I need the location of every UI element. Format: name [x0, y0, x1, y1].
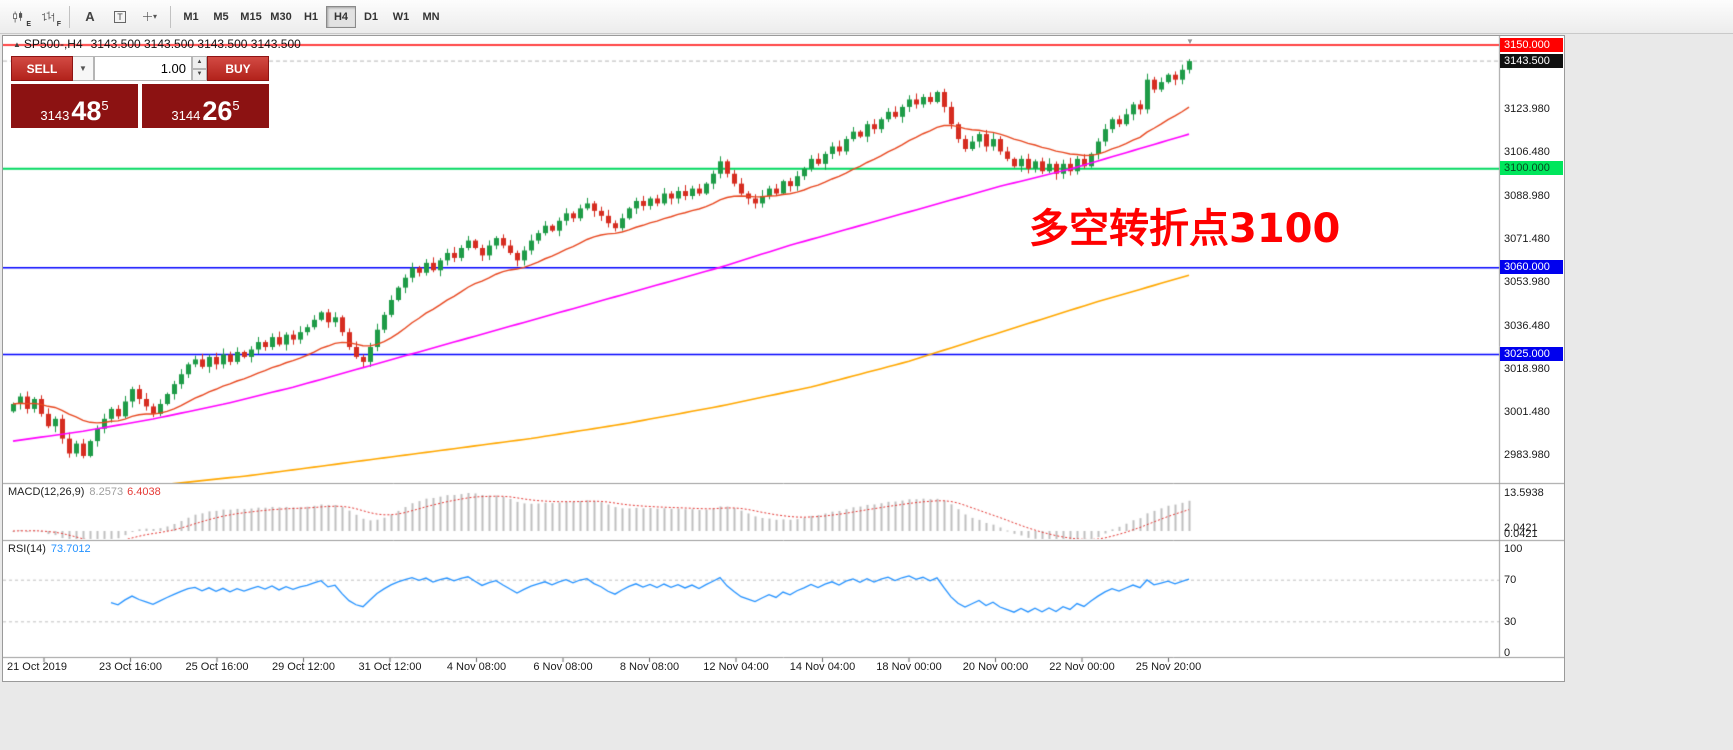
bid-price-display[interactable]: 3143 48 5	[11, 84, 138, 128]
ask-pips: 26	[202, 96, 233, 126]
timeframe-h4-button[interactable]: H4	[326, 5, 356, 28]
candlestick-chart-icon[interactable]: E	[5, 5, 33, 29]
chart-window-icon: ▲	[13, 40, 21, 49]
macd-signal-value: 6.4038	[127, 486, 161, 498]
macd-name: MACD(12,26,9)	[8, 486, 85, 498]
macd-value: 8.2573	[89, 486, 124, 498]
ask-pipette: 5	[232, 98, 240, 113]
text-box-icon[interactable]: T	[106, 5, 134, 29]
volume-decrease-button[interactable]: ▼	[192, 68, 207, 81]
icon-sub-label: E	[26, 20, 31, 28]
crosshair-glyph	[143, 12, 152, 21]
boxed-t-glyph: T	[114, 10, 126, 23]
timeframe-m1-button[interactable]: M1	[176, 6, 206, 28]
icon-sub-label: F	[56, 20, 61, 28]
toolbar-separator	[69, 5, 70, 28]
crosshair-tool-icon[interactable]: ▾	[136, 5, 164, 29]
chart-title: ▲ SP500-,H4 3143.500 3143.500 3143.500 314…	[13, 37, 301, 51]
chart-ohlc-values: 3143.500 3143.500 3143.500 3143.500	[90, 37, 301, 51]
timeframe-mn-button[interactable]: MN	[416, 6, 446, 28]
letter-a-glyph: A	[85, 9, 95, 24]
bid-big-figure: 3143	[40, 108, 70, 123]
order-options-dropdown[interactable]: ▼	[73, 56, 94, 81]
ask-big-figure: 3144	[171, 108, 201, 123]
volume-stepper: ▲ ▼	[192, 56, 207, 81]
candlestick-glyph	[13, 11, 23, 22]
buy-button[interactable]: BUY	[207, 56, 269, 81]
bar-chart-glyph	[42, 11, 55, 22]
timeframe-w1-button[interactable]: W1	[386, 6, 416, 28]
timeframe-m30-button[interactable]: M30	[266, 6, 296, 28]
chart-shift-marker: ▼	[1186, 37, 1194, 46]
one-click-trading-panel: SELL ▼ ▲ ▼ BUY 3143 48 5 3144 26 5	[11, 56, 269, 128]
rsi-value: 73.7012	[50, 543, 91, 555]
timeframe-m5-button[interactable]: M5	[206, 6, 236, 28]
volume-increase-button[interactable]: ▲	[192, 56, 207, 69]
bid-pipette: 5	[101, 98, 109, 113]
rsi-indicator-label: RSI(14) 73.7012	[8, 543, 91, 555]
bar-chart-icon[interactable]: F	[35, 5, 63, 29]
volume-input[interactable]	[93, 56, 192, 81]
timeframe-h1-button[interactable]: H1	[296, 6, 326, 28]
text-annotation-icon[interactable]: A	[76, 5, 104, 29]
annotation-text: 多空转折点3100	[1029, 206, 1341, 252]
macd-indicator-label: MACD(12,26,9) 8.2573 6.4038	[8, 486, 161, 498]
timeframe-d1-button[interactable]: D1	[356, 6, 386, 28]
sell-button[interactable]: SELL	[11, 56, 73, 81]
chevron-down-icon: ▾	[152, 12, 157, 21]
chart-symbol-label: SP500-,H4	[23, 37, 83, 51]
timeframe-m15-button[interactable]: M15	[236, 6, 266, 28]
toolbar-separator	[170, 5, 171, 28]
bid-pips: 48	[71, 96, 102, 126]
chart-canvas[interactable]	[3, 36, 1564, 681]
chart-window: ▲ SP500-,H4 3143.500 3143.500 3143.500 314…	[2, 35, 1565, 682]
rsi-name: RSI(14)	[8, 543, 46, 555]
ask-price-display[interactable]: 3144 26 5	[142, 84, 269, 128]
timeframe-group: M1 M5 M15 M30 H1 H4 D1 W1 MN	[176, 5, 446, 28]
toolbar: E F A T ▾ M1 M5 M15 M30 H1 H4 D1 W1 MN	[0, 0, 1733, 34]
